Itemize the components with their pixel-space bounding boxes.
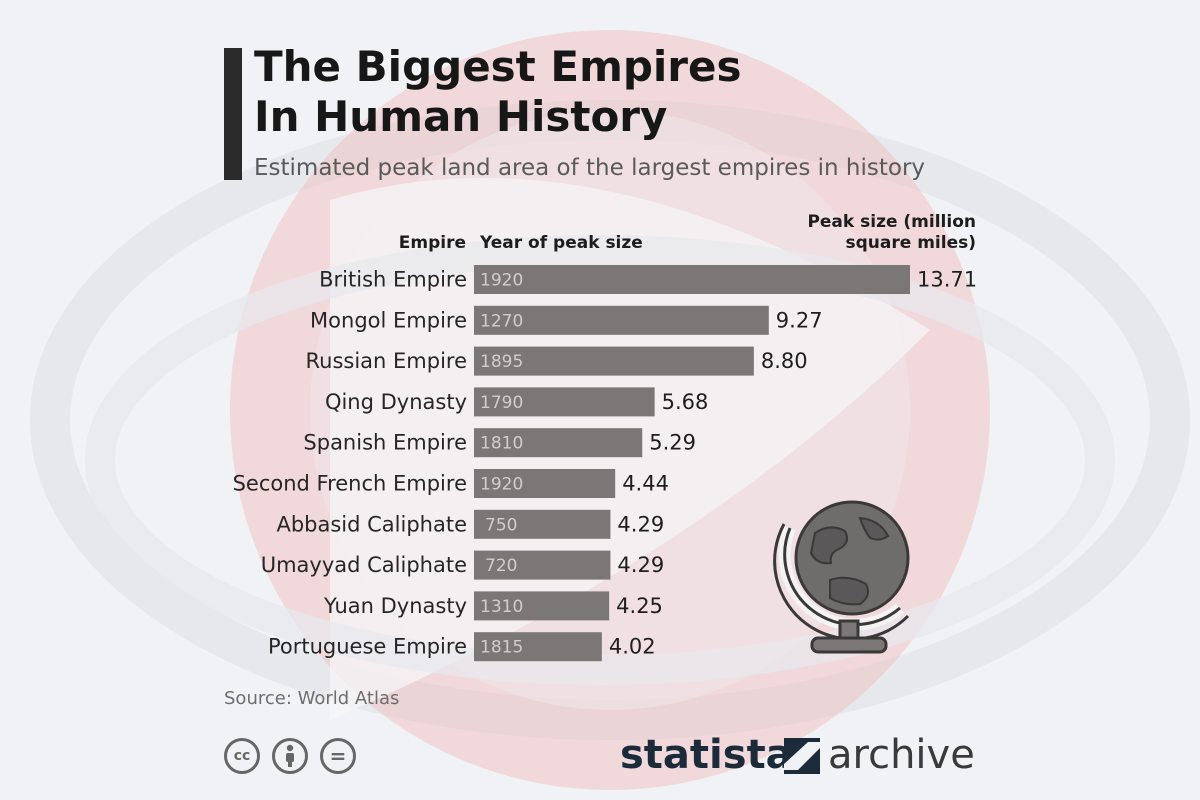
- year-label: 1790: [480, 393, 523, 413]
- year-label: 1920: [480, 271, 523, 291]
- category-label: Spanish Empire: [303, 431, 467, 455]
- bar: [474, 591, 610, 621]
- category-label: Qing Dynasty: [325, 390, 467, 414]
- bar: [474, 265, 910, 294]
- value-label: 13.71: [917, 268, 977, 292]
- bar: [474, 346, 754, 376]
- category-label: Umayyad Caliphate: [261, 553, 467, 577]
- value-label: 4.25: [616, 594, 663, 618]
- value-label: 5.29: [649, 431, 696, 455]
- year-label: 1815: [480, 638, 523, 658]
- source-note: Source: World Atlas: [224, 688, 400, 709]
- globe-icon: [773, 500, 910, 654]
- nd-icon-text: =: [329, 744, 347, 768]
- bar: [474, 428, 643, 458]
- chart-title-line-1: The Biggest Empires: [254, 42, 742, 91]
- year-label: 1920: [480, 475, 523, 495]
- no-derivatives-icon: =: [320, 738, 356, 774]
- bar: [474, 550, 611, 580]
- value-label: 5.68: [662, 390, 709, 414]
- brand-word-archive: archive: [828, 732, 975, 778]
- chart-subtitle: Estimated peak land area of the largest …: [254, 155, 926, 181]
- year-label: 720: [485, 556, 517, 576]
- bar: [474, 305, 769, 335]
- category-label: British Empire: [319, 268, 467, 292]
- category-label: Portuguese Empire: [268, 635, 467, 659]
- category-label: Yuan Dynasty: [323, 594, 467, 618]
- bar: [474, 509, 611, 539]
- statista-archive-logo: statista archive: [620, 728, 980, 782]
- bar: [474, 632, 602, 662]
- category-label: Second French Empire: [233, 472, 467, 496]
- value-label: 4.29: [617, 512, 664, 536]
- column-header-peak-size: Peak size (million square miles): [807, 212, 976, 253]
- value-label: 9.27: [776, 308, 823, 332]
- year-label: 1270: [480, 311, 523, 331]
- category-label: Abbasid Caliphate: [276, 512, 467, 536]
- column-header-empire: Empire: [398, 233, 466, 253]
- brand-word-statista: statista: [620, 732, 793, 778]
- year-label: 1310: [480, 597, 523, 617]
- bar: [474, 469, 616, 498]
- chart-title: The Biggest Empires In Human History: [254, 42, 954, 142]
- year-label: 1895: [480, 352, 523, 372]
- value-label: 4.44: [622, 472, 669, 496]
- cc-icon-text: cc: [233, 748, 251, 764]
- value-label: 4.29: [617, 553, 664, 577]
- bar: [474, 387, 655, 417]
- year-label: 1810: [480, 434, 523, 454]
- title-accent-bar: [224, 48, 242, 180]
- value-label: 8.80: [761, 349, 808, 373]
- column-header-year: Year of peak size: [480, 233, 643, 253]
- attribution-icon: [272, 738, 308, 774]
- year-label: 750: [485, 515, 517, 535]
- statista-mark-icon: [784, 738, 820, 774]
- chart-title-line-2: In Human History: [254, 92, 668, 141]
- value-label: 4.02: [609, 635, 656, 659]
- category-label: Mongol Empire: [310, 308, 467, 332]
- category-label: Russian Empire: [305, 349, 467, 373]
- creative-commons-icon: cc: [224, 738, 260, 774]
